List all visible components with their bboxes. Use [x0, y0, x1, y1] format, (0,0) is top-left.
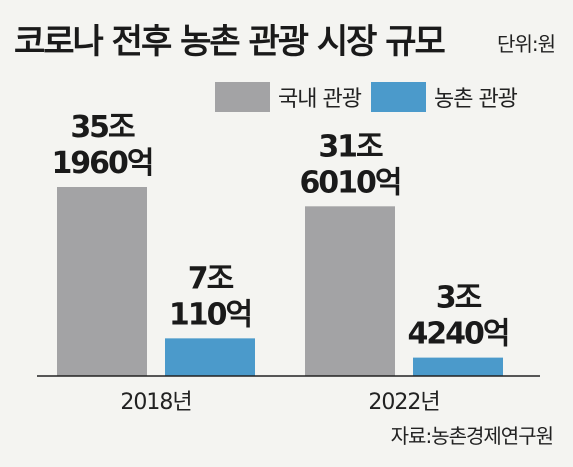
- legend-swatch-rural: [370, 82, 426, 112]
- legend-label-domestic: 국내 관광: [278, 87, 362, 112]
- data-label: 7조: [188, 261, 234, 296]
- data-label: 35조: [70, 110, 135, 145]
- data-label: 1960억: [51, 146, 152, 181]
- legend-label-rural: 농촌 관광: [433, 87, 518, 112]
- legend-item-rural: 농촌 관광: [370, 81, 518, 113]
- data-label: 6010억: [299, 165, 400, 200]
- bar-2022년-농촌 관광: [413, 357, 503, 376]
- data-label: 110억: [169, 297, 251, 332]
- legend-swatch-domestic: [215, 82, 270, 112]
- legend-item-domestic: 국내 관광: [215, 81, 362, 113]
- bar-2022년-국내 관광: [305, 206, 395, 376]
- chart-title: 코로나 전후 농촌 관광 시장 규모: [14, 22, 446, 62]
- data-label: 31조: [318, 129, 383, 164]
- data-label: 3조: [436, 281, 482, 316]
- data-label: 4240억: [407, 317, 508, 352]
- bar-2018년-농촌 관광: [165, 338, 255, 376]
- source-note: 자료:농촌경제연구원: [390, 424, 554, 448]
- category-label: 2022년: [368, 390, 439, 415]
- category-label: 2018년: [120, 390, 191, 415]
- legend: 국내 관광 농촌 관광: [215, 81, 518, 113]
- bar-2018년-국내 관광: [57, 187, 147, 376]
- unit-label: 단위:원: [497, 32, 556, 56]
